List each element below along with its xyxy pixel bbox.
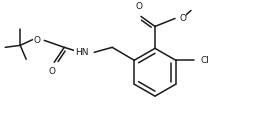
Text: O: O (33, 36, 40, 45)
Text: O: O (135, 2, 143, 12)
Text: O: O (179, 14, 186, 23)
Text: O: O (49, 67, 56, 76)
Text: Cl: Cl (201, 56, 210, 65)
Text: HN: HN (75, 48, 88, 57)
